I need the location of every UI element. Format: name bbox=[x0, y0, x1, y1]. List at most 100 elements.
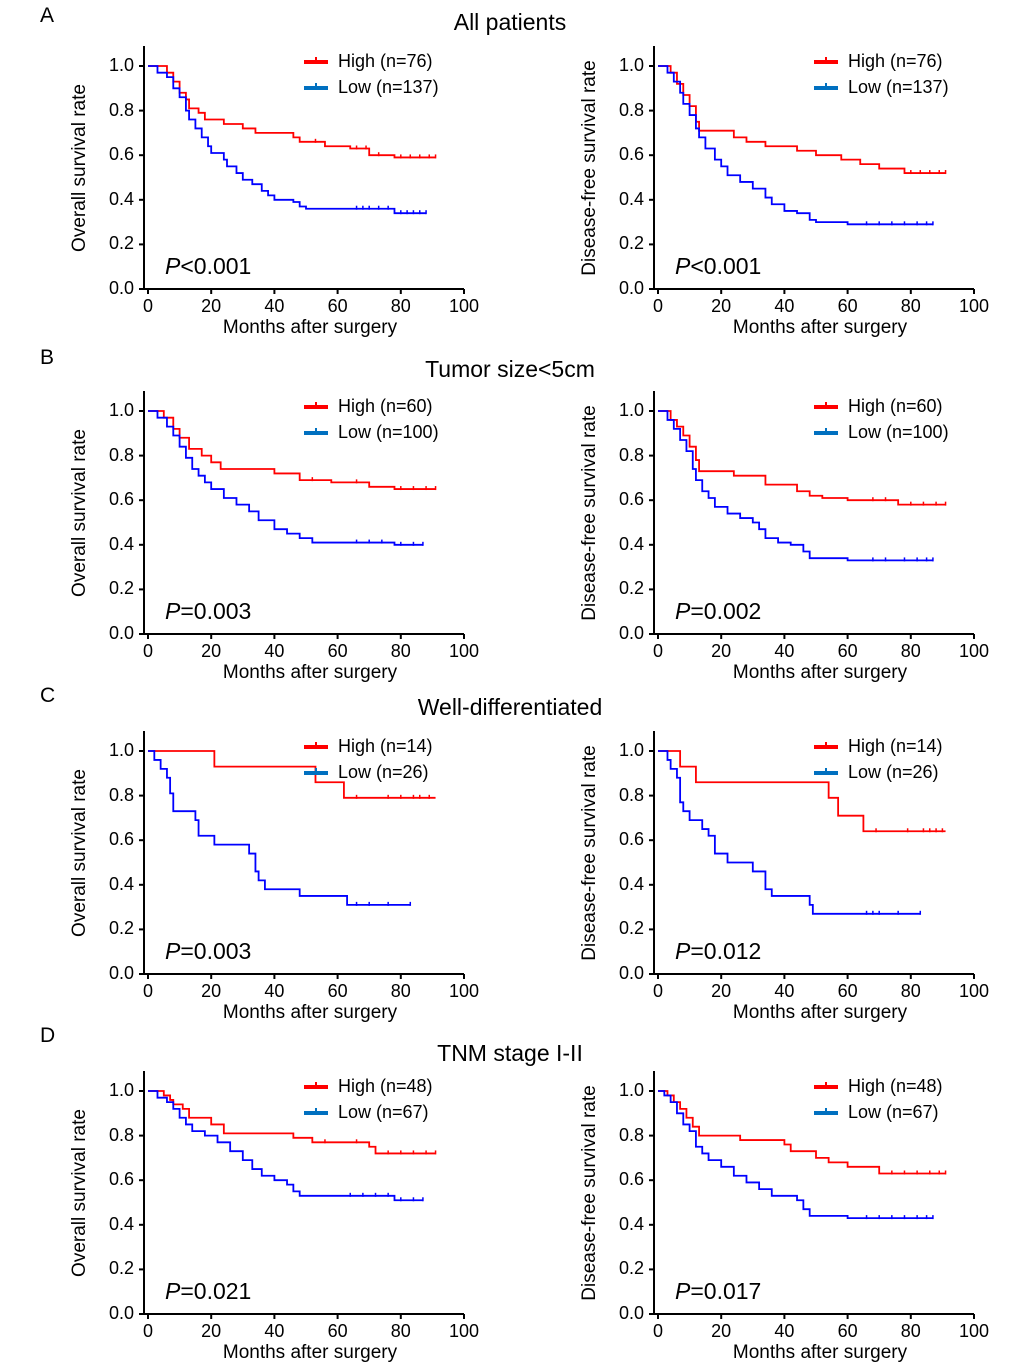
y-tick-label: 0.2 bbox=[618, 918, 644, 939]
x-tick-label: 0 bbox=[142, 296, 154, 316]
legend-swatch bbox=[814, 82, 838, 90]
x-axis-label: Months after surgery bbox=[732, 1342, 908, 1363]
y-tick-label: 1.0 bbox=[108, 400, 134, 420]
p-value: P=0.021 bbox=[165, 1278, 251, 1305]
legend-high: High (n=76) bbox=[304, 51, 433, 72]
survival-curve-low bbox=[148, 410, 423, 546]
x-tick-label: 80 bbox=[900, 1321, 921, 1341]
x-tick-label: 40 bbox=[264, 296, 285, 316]
x-axis-label: Months after surgery bbox=[732, 317, 908, 338]
y-axis-label: Overall survival rate bbox=[69, 1109, 90, 1277]
x-tick-label: 20 bbox=[711, 1321, 732, 1341]
legend-swatch bbox=[304, 1081, 328, 1089]
y-tick-label: 0.8 bbox=[108, 99, 134, 120]
x-tick-label: 80 bbox=[390, 641, 411, 661]
p-symbol: P bbox=[165, 938, 181, 964]
plot-area bbox=[649, 46, 975, 294]
x-tick-label: 20 bbox=[201, 641, 222, 661]
y-tick-label: 0.0 bbox=[108, 278, 134, 298]
y-axis-label: Disease-free survival rate bbox=[579, 405, 600, 621]
p-value-text: =0.003 bbox=[180, 938, 252, 964]
y-tick-label: 1.0 bbox=[618, 55, 644, 75]
survival-curve-low bbox=[148, 750, 411, 906]
plot-area bbox=[649, 1071, 975, 1319]
y-tick-label: 0.6 bbox=[618, 1169, 644, 1190]
x-axis-label: Months after surgery bbox=[732, 662, 908, 683]
x-tick-label: 60 bbox=[327, 1321, 348, 1341]
legend-label: Low (n=26) bbox=[848, 762, 939, 782]
x-axis-label: Months after surgery bbox=[222, 317, 398, 338]
panel-letter: A bbox=[40, 4, 55, 27]
x-tick-label: 40 bbox=[774, 981, 795, 1001]
x-tick-label: 40 bbox=[774, 296, 795, 316]
panel-letter: D bbox=[40, 1024, 56, 1047]
survival-curve-low bbox=[658, 65, 933, 226]
y-tick-label: 0.0 bbox=[108, 1303, 134, 1323]
p-value: P<0.001 bbox=[165, 253, 251, 280]
y-tick-label: 0.2 bbox=[108, 233, 134, 254]
y-tick-label: 1.0 bbox=[108, 55, 134, 75]
p-symbol: P bbox=[675, 938, 691, 964]
x-tick-label: 60 bbox=[837, 641, 858, 661]
x-tick-label: 0 bbox=[142, 641, 154, 661]
legend-swatch bbox=[814, 767, 838, 775]
y-tick-label: 0.8 bbox=[108, 1124, 134, 1145]
km-chart: 0.0 0.2 0.4 0.6 0.8 1.0 0 20 40 60 80 100 High (n=60… bbox=[570, 385, 1010, 685]
x-tick-label: 20 bbox=[201, 1321, 222, 1341]
p-value: P=0.003 bbox=[165, 598, 251, 625]
x-tick-label: 80 bbox=[390, 1321, 411, 1341]
y-axis-label: Disease-free survival rate bbox=[579, 1085, 600, 1301]
panel-letter: C bbox=[40, 684, 56, 707]
plot-area bbox=[139, 46, 465, 294]
p-value: P<0.001 bbox=[675, 253, 761, 280]
p-symbol: P bbox=[675, 1278, 691, 1304]
x-tick-label: 60 bbox=[837, 981, 858, 1001]
legend-label: Low (n=67) bbox=[338, 1102, 429, 1122]
p-value-text: =0.012 bbox=[690, 938, 762, 964]
y-tick-label: 0.8 bbox=[618, 99, 644, 120]
legend-swatch bbox=[814, 427, 838, 435]
y-tick-label: 0.4 bbox=[108, 1213, 134, 1234]
legend-low: Low (n=67) bbox=[304, 1102, 429, 1123]
legend-swatch bbox=[304, 56, 328, 64]
legend-swatch bbox=[814, 741, 838, 749]
y-tick-label: 0.0 bbox=[618, 278, 644, 298]
legend-low: Low (n=137) bbox=[814, 77, 949, 98]
y-axis-label: Overall survival rate bbox=[69, 769, 90, 937]
survival-curve-high bbox=[148, 1090, 436, 1155]
x-tick-label: 100 bbox=[958, 981, 990, 1001]
y-tick-label: 0.2 bbox=[108, 1258, 134, 1279]
plot-area bbox=[139, 391, 465, 639]
x-tick-label: 80 bbox=[900, 296, 921, 316]
survival-curve-high bbox=[148, 410, 436, 490]
legend-label: High (n=48) bbox=[338, 1076, 433, 1096]
p-value: P=0.012 bbox=[675, 938, 761, 965]
y-tick-label: 0.4 bbox=[108, 533, 134, 554]
legend-label: Low (n=100) bbox=[338, 422, 439, 442]
x-tick-label: 0 bbox=[142, 1321, 154, 1341]
y-tick-label: 1.0 bbox=[108, 740, 134, 760]
x-tick-label: 20 bbox=[711, 981, 732, 1001]
legend-high: High (n=48) bbox=[304, 1076, 433, 1097]
x-tick-label: 0 bbox=[652, 1321, 664, 1341]
y-tick-label: 0.6 bbox=[108, 489, 134, 510]
p-value: P=0.017 bbox=[675, 1278, 761, 1305]
x-tick-label: 0 bbox=[142, 981, 154, 1001]
y-axis-label: Disease-free survival rate bbox=[579, 745, 600, 961]
y-tick-label: 0.6 bbox=[108, 829, 134, 850]
x-tick-label: 40 bbox=[774, 1321, 795, 1341]
survival-curve-high bbox=[658, 750, 946, 833]
y-tick-label: 0.6 bbox=[618, 489, 644, 510]
km-chart: 0.0 0.2 0.4 0.6 0.8 1.0 0 20 40 60 80 100 High (n=76… bbox=[60, 40, 500, 340]
x-tick-label: 60 bbox=[327, 981, 348, 1001]
legend-swatch bbox=[304, 401, 328, 409]
x-tick-label: 40 bbox=[774, 641, 795, 661]
row-title: Well-differentiated bbox=[417, 694, 603, 720]
x-axis-label: Months after surgery bbox=[222, 1002, 398, 1023]
y-tick-label: 0.8 bbox=[108, 784, 134, 805]
y-tick-label: 0.6 bbox=[618, 144, 644, 165]
km-chart: 0.0 0.2 0.4 0.6 0.8 1.0 0 20 40 60 80 100 High (n=14… bbox=[60, 725, 500, 1025]
x-axis-label: Months after surgery bbox=[222, 1342, 398, 1363]
y-axis-label: Disease-free survival rate bbox=[579, 60, 600, 276]
legend-swatch bbox=[304, 767, 328, 775]
